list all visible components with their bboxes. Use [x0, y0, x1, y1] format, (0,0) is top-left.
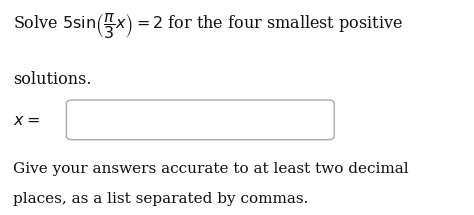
- Text: $x =$: $x =$: [13, 112, 40, 129]
- FancyBboxPatch shape: [66, 100, 334, 140]
- Text: solutions.: solutions.: [13, 71, 92, 88]
- Text: Give your answers accurate to at least two decimal: Give your answers accurate to at least t…: [13, 162, 409, 176]
- Text: places, as a list separated by commas.: places, as a list separated by commas.: [13, 192, 309, 206]
- Text: Solve $5\sin\!\left(\dfrac{\pi}{3}x\right) = 2$ for the four smallest positive: Solve $5\sin\!\left(\dfrac{\pi}{3}x\righ…: [13, 11, 403, 41]
